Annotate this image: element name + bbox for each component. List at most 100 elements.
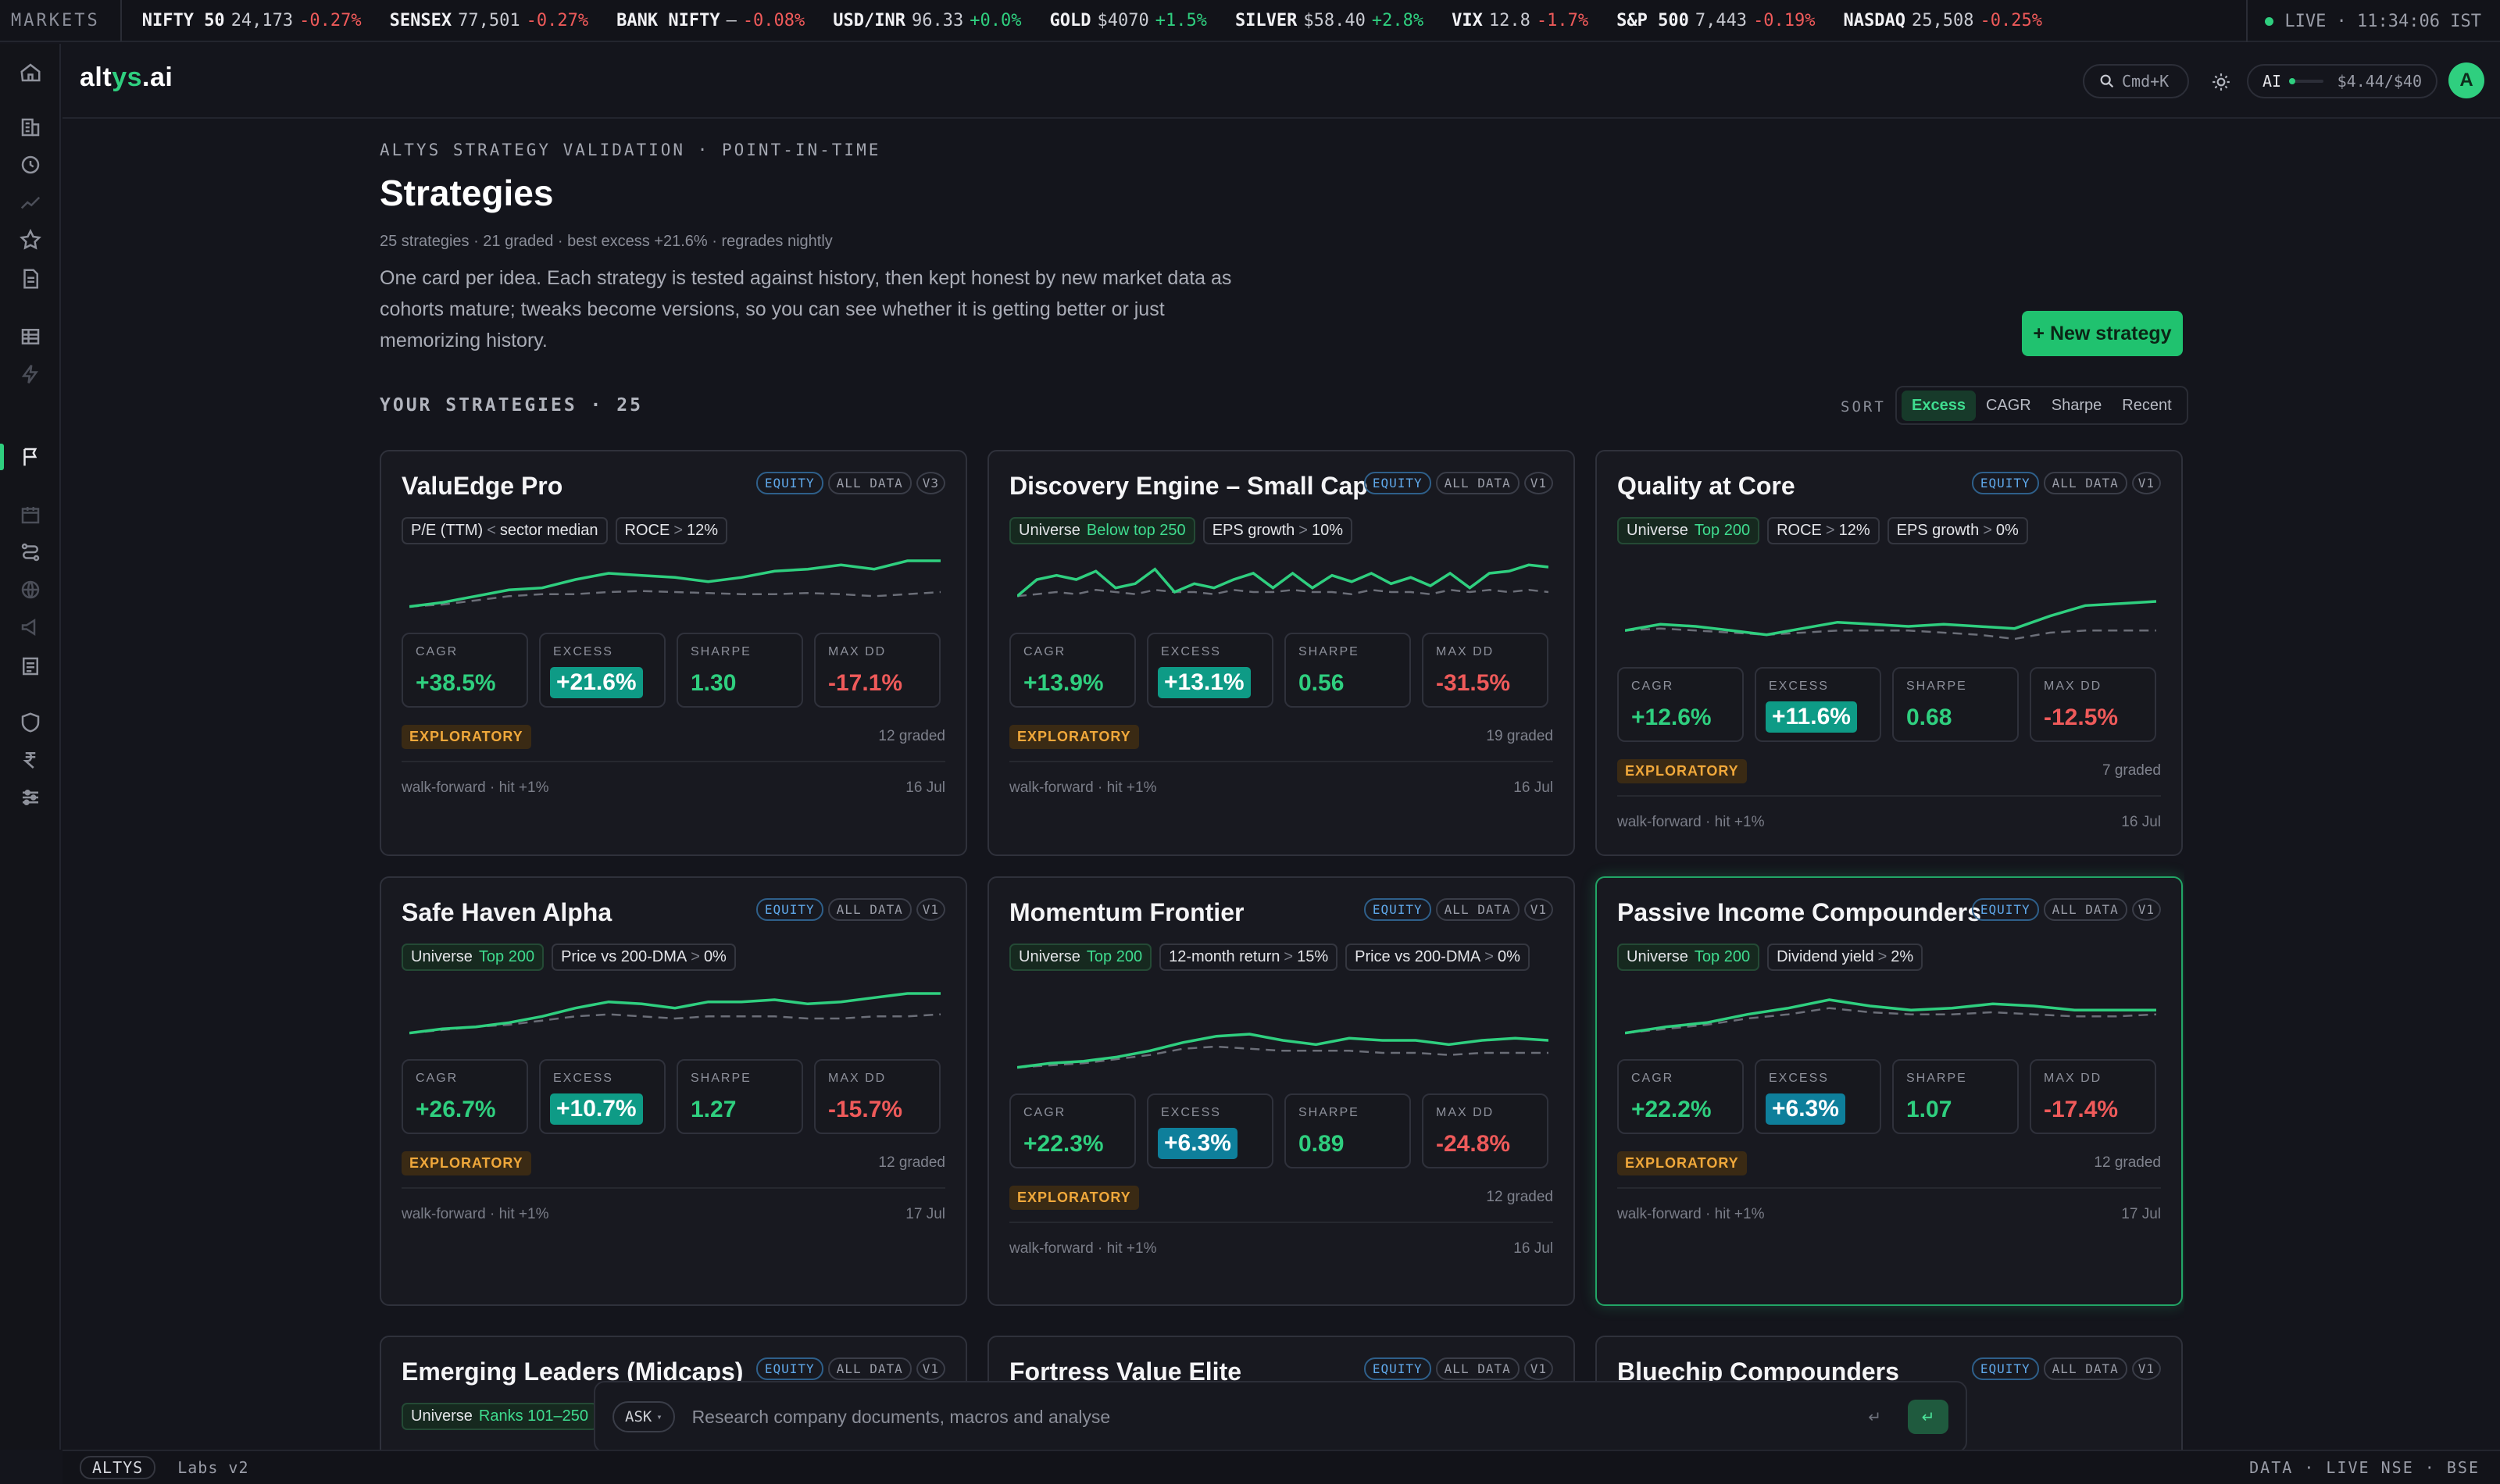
graded-count: 19 graded bbox=[1486, 728, 1553, 744]
bolt-icon[interactable] bbox=[17, 361, 44, 387]
ask-mode-button[interactable]: ASK ▾ bbox=[612, 1401, 675, 1432]
metric-label: EXCESS bbox=[1769, 680, 1829, 693]
version-tag: V1 bbox=[2131, 472, 2161, 494]
ticker-item[interactable]: VIX 12.8 -1.7% bbox=[1452, 11, 1588, 30]
sort-option-excess[interactable]: Excess bbox=[1902, 390, 1976, 421]
performance-sparkline bbox=[409, 559, 941, 608]
trend-icon[interactable] bbox=[17, 189, 44, 216]
sort-option-recent[interactable]: Recent bbox=[2122, 396, 2172, 414]
notes-icon[interactable] bbox=[17, 653, 44, 680]
performance-sparkline bbox=[1625, 600, 2156, 640]
updated-date: 16 Jul bbox=[1513, 779, 1553, 796]
condition-chip: EPS growth >10% bbox=[1202, 517, 1353, 544]
ticker-change: -0.08% bbox=[742, 10, 805, 30]
ticker-item[interactable]: NIFTY 50 24,173 -0.27% bbox=[142, 11, 362, 30]
strategy-card[interactable]: Discovery Engine – Small Cap EQUITY ALL DA… bbox=[988, 450, 1575, 856]
chip-field: Dividend yield bbox=[1777, 948, 1874, 965]
ask-input[interactable]: Research company documents, macros and a… bbox=[691, 1406, 1111, 1427]
strategy-tags: EQUITY ALL DATA V1 bbox=[1359, 1357, 1553, 1380]
max-drawdown-metric: MAX DD -31.5% bbox=[1422, 633, 1548, 708]
ticker-item[interactable]: NASDAQ 25,508 -0.25% bbox=[1844, 11, 2042, 30]
chip-field: P/E (TTM) bbox=[411, 522, 484, 539]
user-avatar[interactable]: A bbox=[2448, 62, 2484, 98]
strategy-line bbox=[1017, 563, 1548, 598]
send-button[interactable]: ↵ bbox=[1908, 1400, 1948, 1434]
rupee-icon[interactable] bbox=[17, 747, 44, 773]
document-icon[interactable] bbox=[17, 266, 44, 292]
route-icon[interactable] bbox=[17, 539, 44, 565]
ticker-item[interactable]: USD/INR 96.33 +0.0% bbox=[833, 11, 1021, 30]
validation-method: walk-forward · hit +1% bbox=[402, 1206, 549, 1222]
cagr-metric: CAGR +13.9% bbox=[1009, 633, 1136, 708]
home-icon[interactable] bbox=[17, 59, 44, 86]
ticker-item[interactable]: GOLD $4070 +1.5% bbox=[1049, 11, 1206, 30]
strategy-card[interactable]: Safe Haven Alpha EQUITY ALL DATA V1 Universe… bbox=[380, 876, 967, 1306]
validation-method: walk-forward · hit +1% bbox=[402, 779, 549, 796]
sliders-icon[interactable] bbox=[17, 784, 44, 811]
strategy-card[interactable]: Passive Income Compounders EQUITY ALL DATA… bbox=[1595, 876, 2183, 1306]
strategy-name: Momentum Frontier bbox=[1009, 898, 1245, 926]
ai-budget[interactable]: AI $4.44/$40 bbox=[2247, 64, 2438, 98]
max-drawdown-metric: MAX DD -24.8% bbox=[1422, 1093, 1548, 1168]
asset-class-tag: EQUITY bbox=[1971, 1357, 2039, 1380]
data-scope-tag: ALL DATA bbox=[827, 472, 912, 494]
ticker-item[interactable]: BANK NIFTY — -0.08% bbox=[616, 11, 805, 30]
benchmark-line bbox=[1625, 1007, 2156, 1034]
condition-chip: EPS growth >0% bbox=[1887, 517, 2028, 544]
shield-icon[interactable] bbox=[17, 709, 44, 736]
asset-class-tag: EQUITY bbox=[1971, 472, 2039, 494]
calendar-icon[interactable] bbox=[17, 501, 44, 528]
asset-class-tag: EQUITY bbox=[1363, 1357, 1431, 1380]
logo-part: alt bbox=[80, 62, 112, 92]
new-strategy-button[interactable]: + New strategy bbox=[2022, 311, 2183, 356]
validation-method: walk-forward · hit +1% bbox=[1617, 1206, 1765, 1222]
filter-chips: Universe Top 200 Dividend yield >2% bbox=[1617, 944, 2164, 977]
sharpe-metric: SHARPE 1.27 bbox=[677, 1059, 803, 1134]
chip-field: EPS growth bbox=[1896, 522, 1980, 539]
ticker-change: -0.27% bbox=[299, 10, 362, 30]
version-tag: V1 bbox=[916, 1357, 945, 1380]
ticker-item[interactable]: SILVER $58.40 +2.8% bbox=[1235, 11, 1423, 30]
sun-icon bbox=[2212, 73, 2230, 91]
version-tag: V1 bbox=[1523, 472, 1553, 494]
altys-logo[interactable]: altys.ai bbox=[80, 62, 173, 93]
metric-value: -12.5% bbox=[2044, 705, 2119, 730]
history-icon[interactable] bbox=[17, 152, 44, 178]
logo-part-accent: ys bbox=[112, 62, 143, 92]
sidebar-active-indicator bbox=[0, 444, 4, 470]
card-divider bbox=[1009, 761, 1553, 762]
ticker-value: 77,501 bbox=[458, 10, 520, 30]
strategy-card[interactable]: Momentum Frontier EQUITY ALL DATA V1 Univers… bbox=[988, 876, 1575, 1306]
cagr-metric: CAGR +12.6% bbox=[1617, 667, 1744, 742]
ticker-item[interactable]: SENSEX 77,501 -0.27% bbox=[390, 11, 588, 30]
megaphone-icon[interactable] bbox=[17, 614, 44, 640]
table-icon[interactable] bbox=[17, 323, 44, 350]
flag-icon[interactable] bbox=[17, 444, 44, 470]
chip-field: Price vs 200-DMA bbox=[561, 948, 688, 965]
version-tag: V1 bbox=[2131, 898, 2161, 921]
ticker-change: -1.7% bbox=[1536, 10, 1589, 30]
ticker-value: 96.33 bbox=[912, 10, 964, 30]
metric-value: -31.5% bbox=[1436, 670, 1511, 696]
star-icon[interactable] bbox=[17, 227, 44, 253]
theme-toggle[interactable] bbox=[2208, 69, 2234, 95]
max-drawdown-metric: MAX DD -17.4% bbox=[2030, 1059, 2156, 1134]
chip-field: ROCE bbox=[624, 522, 670, 539]
sort-option-sharpe[interactable]: Sharpe bbox=[2051, 396, 2102, 414]
strategy-card[interactable]: ValuEdge Pro EQUITY ALL DATA V3 P/E (TTM) < se… bbox=[380, 450, 967, 856]
search-button[interactable]: Cmd+K bbox=[2083, 64, 2189, 98]
ticker-name: NASDAQ bbox=[1843, 10, 1906, 30]
metric-label: SHARPE bbox=[1906, 1072, 1967, 1085]
data-scope-tag: ALL DATA bbox=[1435, 472, 1520, 494]
chip-value: 12% bbox=[1838, 522, 1870, 539]
sort-option-cagr[interactable]: CAGR bbox=[1985, 396, 2031, 414]
card-divider bbox=[1009, 1222, 1553, 1223]
globe-icon[interactable] bbox=[17, 576, 44, 603]
performance-sparkline bbox=[1625, 998, 2156, 1035]
ticker-item[interactable]: S&P 500 7,443 -0.19% bbox=[1616, 11, 1815, 30]
sharpe-metric: SHARPE 0.56 bbox=[1284, 633, 1411, 708]
buildings-icon[interactable] bbox=[17, 114, 44, 141]
strategy-card[interactable]: Quality at Core EQUITY ALL DATA V1 Universe T… bbox=[1595, 450, 2183, 856]
status-badge: EXPLORATORY bbox=[1009, 1186, 1139, 1210]
chip-value: 15% bbox=[1297, 948, 1329, 965]
